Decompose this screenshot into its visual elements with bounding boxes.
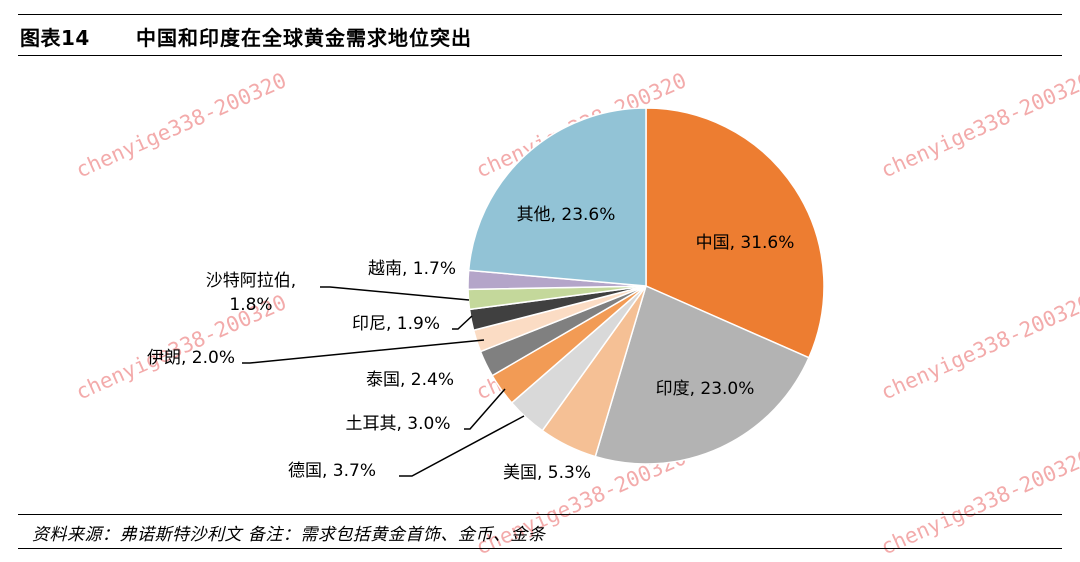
slice-labels: 中国, 31.6% 印度, 23.0% 美国, 5.3% 德国, 3.7% 土耳其, 3… [147, 205, 794, 483]
slice-label-line: 泰国, 2.4% [366, 370, 454, 390]
pie-slice-10 [467, 107, 647, 287]
slice-label-line: 土耳其, 3.0% [346, 414, 451, 434]
slice-label-line: 德国, 3.7% [288, 461, 376, 481]
slice-label-line: 伊朗, 2.0% [147, 348, 235, 368]
watermark-text: chenyige338-200320 [877, 290, 1080, 404]
slice-label-line: 沙特阿拉伯, [206, 271, 296, 291]
slice-label-line: 1.8% [229, 295, 272, 315]
slice-label-line: 美国, 5.3% [503, 463, 591, 483]
slice-label-line: 越南, 1.7% [368, 259, 456, 279]
slice-label-7: 印尼, 1.9% [352, 314, 440, 334]
watermark-text: chenyige338-200320 [72, 68, 290, 182]
leader-line-4 [464, 388, 506, 430]
leader-line-7 [452, 315, 473, 330]
figure-title: 中国和印度在全球黄金需求地位突出 [136, 26, 472, 50]
slice-label-line: 中国, 31.6% [696, 233, 795, 253]
leader-lines [242, 286, 525, 477]
figure-header: 图表14 中国和印度在全球黄金需求地位突出 [18, 14, 1062, 56]
pie-slice-0 [645, 107, 825, 359]
slice-label-line: 印尼, 1.9% [352, 314, 440, 334]
figure-footer: 资料来源：弗诺斯特沙利文 备注：需求包括黄金首饰、金币、金条 [18, 514, 1062, 549]
figure-number: 图表14 [20, 26, 90, 50]
slice-label-9: 越南, 1.7% [368, 259, 456, 279]
leader-line-8 [320, 286, 470, 301]
leader-line-6 [242, 339, 485, 364]
slice-label-8: 沙特阿拉伯, 1.8% [206, 271, 296, 315]
slice-label-1: 印度, 23.0% [656, 379, 755, 399]
slice-label-line: 其他, 23.6% [517, 205, 616, 225]
pie-slice-1 [594, 284, 810, 465]
source-note: 资料来源：弗诺斯特沙利文 备注：需求包括黄金首饰、金币、金条 [32, 525, 546, 545]
slice-label-line: 印度, 23.0% [656, 379, 755, 399]
pie-slices [467, 107, 825, 465]
slice-label-6: 伊朗, 2.0% [147, 348, 235, 368]
slice-label-5: 泰国, 2.4% [366, 370, 454, 390]
slice-label-0: 中国, 31.6% [696, 233, 795, 253]
slice-label-3: 德国, 3.7% [288, 461, 376, 481]
watermark-text: chenyige338-200320 [877, 68, 1080, 182]
slice-label-10: 其他, 23.6% [517, 205, 616, 225]
slice-label-4: 土耳其, 3.0% [346, 414, 451, 434]
leader-line-3 [399, 415, 525, 477]
slice-label-2: 美国, 5.3% [503, 463, 591, 483]
